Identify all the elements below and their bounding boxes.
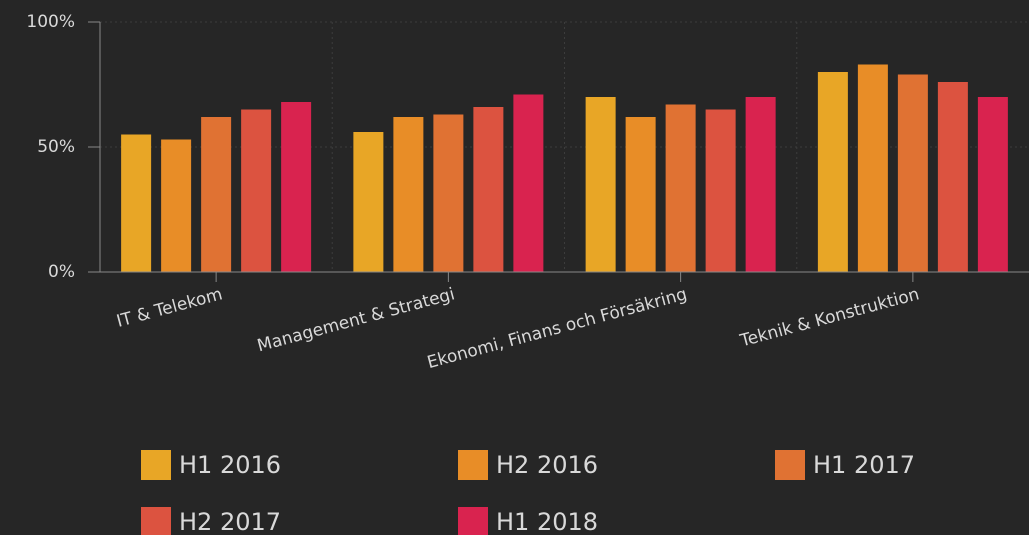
bar — [977, 97, 1008, 272]
x-tick-label: Teknik & Konstruktion — [737, 284, 921, 351]
legend-label: H2 2016 — [496, 451, 598, 479]
legend-swatch — [458, 507, 488, 535]
bar — [241, 109, 272, 272]
bar — [817, 72, 848, 272]
x-tick-label: IT & Telekom — [114, 284, 224, 331]
bar — [513, 94, 544, 272]
bar — [353, 132, 384, 272]
x-tick-label: Management & Strategi — [255, 284, 457, 356]
bar — [281, 102, 312, 272]
y-tick-label: 100% — [26, 12, 75, 32]
bar — [745, 97, 776, 272]
legend-label: H2 2017 — [179, 508, 281, 535]
y-tick-label: 0% — [48, 262, 75, 282]
y-tick-label: 50% — [37, 137, 75, 157]
legend-label: H1 2018 — [496, 508, 598, 535]
bar — [585, 97, 616, 272]
bar — [665, 104, 696, 272]
bar — [433, 114, 464, 272]
bar — [201, 117, 232, 272]
bar — [897, 74, 928, 272]
legend-swatch — [458, 450, 488, 480]
bar — [161, 139, 192, 272]
bar — [393, 117, 424, 272]
bar — [625, 117, 656, 272]
bar — [937, 82, 968, 272]
bar — [705, 109, 736, 272]
bar — [473, 107, 504, 272]
legend-label: H1 2016 — [179, 451, 281, 479]
legend-swatch — [775, 450, 805, 480]
legend-swatch — [141, 507, 171, 535]
bar — [121, 134, 152, 272]
legend-swatch — [141, 450, 171, 480]
bar — [857, 64, 888, 272]
legend-label: H1 2017 — [813, 451, 915, 479]
x-tick-label: Ekonomi, Finans och Försäkring — [425, 284, 689, 373]
